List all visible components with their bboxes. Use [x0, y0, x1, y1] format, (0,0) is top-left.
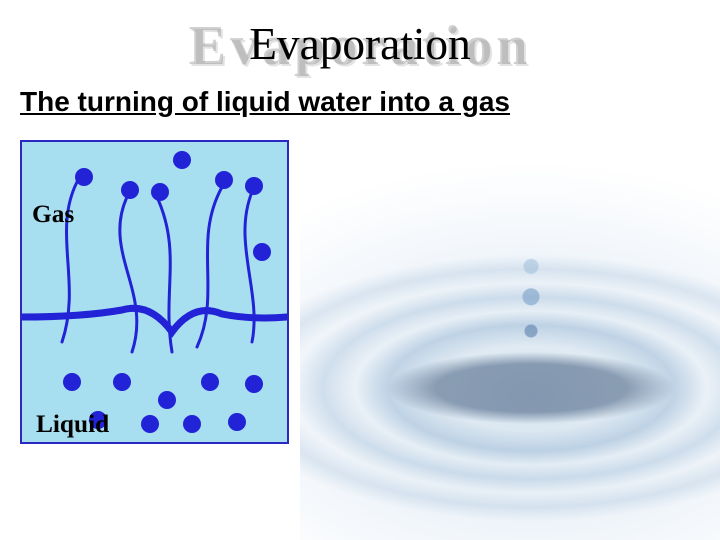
slide: Evaporation Evaporation The turning of l…	[0, 0, 720, 540]
liquid-particle	[141, 415, 159, 433]
liquid-particle	[113, 373, 131, 391]
gas-particle	[253, 243, 271, 261]
gas-particle	[173, 151, 191, 169]
gas-particle	[75, 168, 93, 186]
gas-label: Gas	[32, 200, 74, 228]
liquid-particle	[245, 375, 263, 393]
liquid-particle	[63, 373, 81, 391]
liquid-label: Liquid	[36, 410, 109, 438]
definition-text: The turning of liquid water into a gas	[20, 86, 510, 118]
gas-particle	[151, 183, 169, 201]
diagram-svg: Gas Liquid	[22, 142, 287, 442]
evaporation-diagram: Gas Liquid	[20, 140, 289, 444]
gas-particle	[245, 177, 263, 195]
gas-particle	[215, 171, 233, 189]
water-ripple-background	[300, 160, 720, 540]
liquid-particle	[158, 391, 176, 409]
liquid-particle	[228, 413, 246, 431]
page-title: Evaporation	[0, 18, 720, 70]
liquid-particle	[183, 415, 201, 433]
gas-particle	[121, 181, 139, 199]
liquid-particle	[201, 373, 219, 391]
